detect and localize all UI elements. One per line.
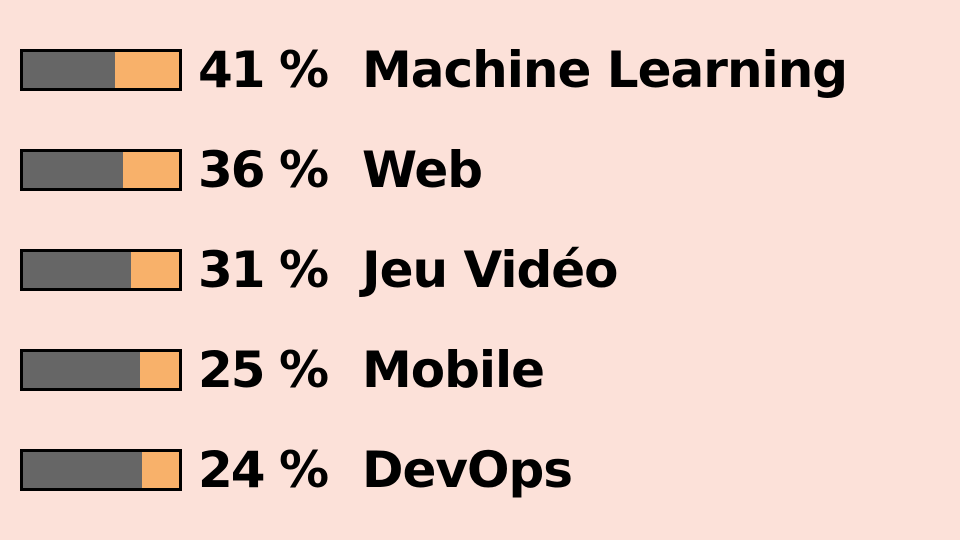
progress-bar <box>20 249 182 291</box>
category-label: Mobile <box>362 341 545 399</box>
progress-bar <box>20 449 182 491</box>
progress-bar <box>20 349 182 391</box>
value-label: 31 % <box>198 241 329 299</box>
category-label: Jeu Vidéo <box>362 241 619 299</box>
progress-bar-remainder <box>23 252 131 288</box>
chart-row: 36 % Web <box>0 138 960 199</box>
chart-row: 41 % Machine Learning <box>0 38 960 99</box>
value-label: 24 % <box>198 441 329 499</box>
value-label: 36 % <box>198 141 329 199</box>
chart-row: 24 % DevOps <box>0 438 960 499</box>
progress-bar-remainder <box>23 152 123 188</box>
category-label: Machine Learning <box>362 41 848 99</box>
category-label: Web <box>362 141 483 199</box>
chart-row: 31 % Jeu Vidéo <box>0 238 960 299</box>
progress-bar <box>20 149 182 191</box>
chart-row: 25 % Mobile <box>0 338 960 399</box>
progress-bar-remainder <box>23 52 115 88</box>
value-label: 25 % <box>198 341 329 399</box>
category-label: DevOps <box>362 441 573 499</box>
value-label: 41 % <box>198 41 329 99</box>
progress-bar-remainder <box>23 352 140 388</box>
progress-bar-remainder <box>23 452 142 488</box>
progress-bar <box>20 49 182 91</box>
